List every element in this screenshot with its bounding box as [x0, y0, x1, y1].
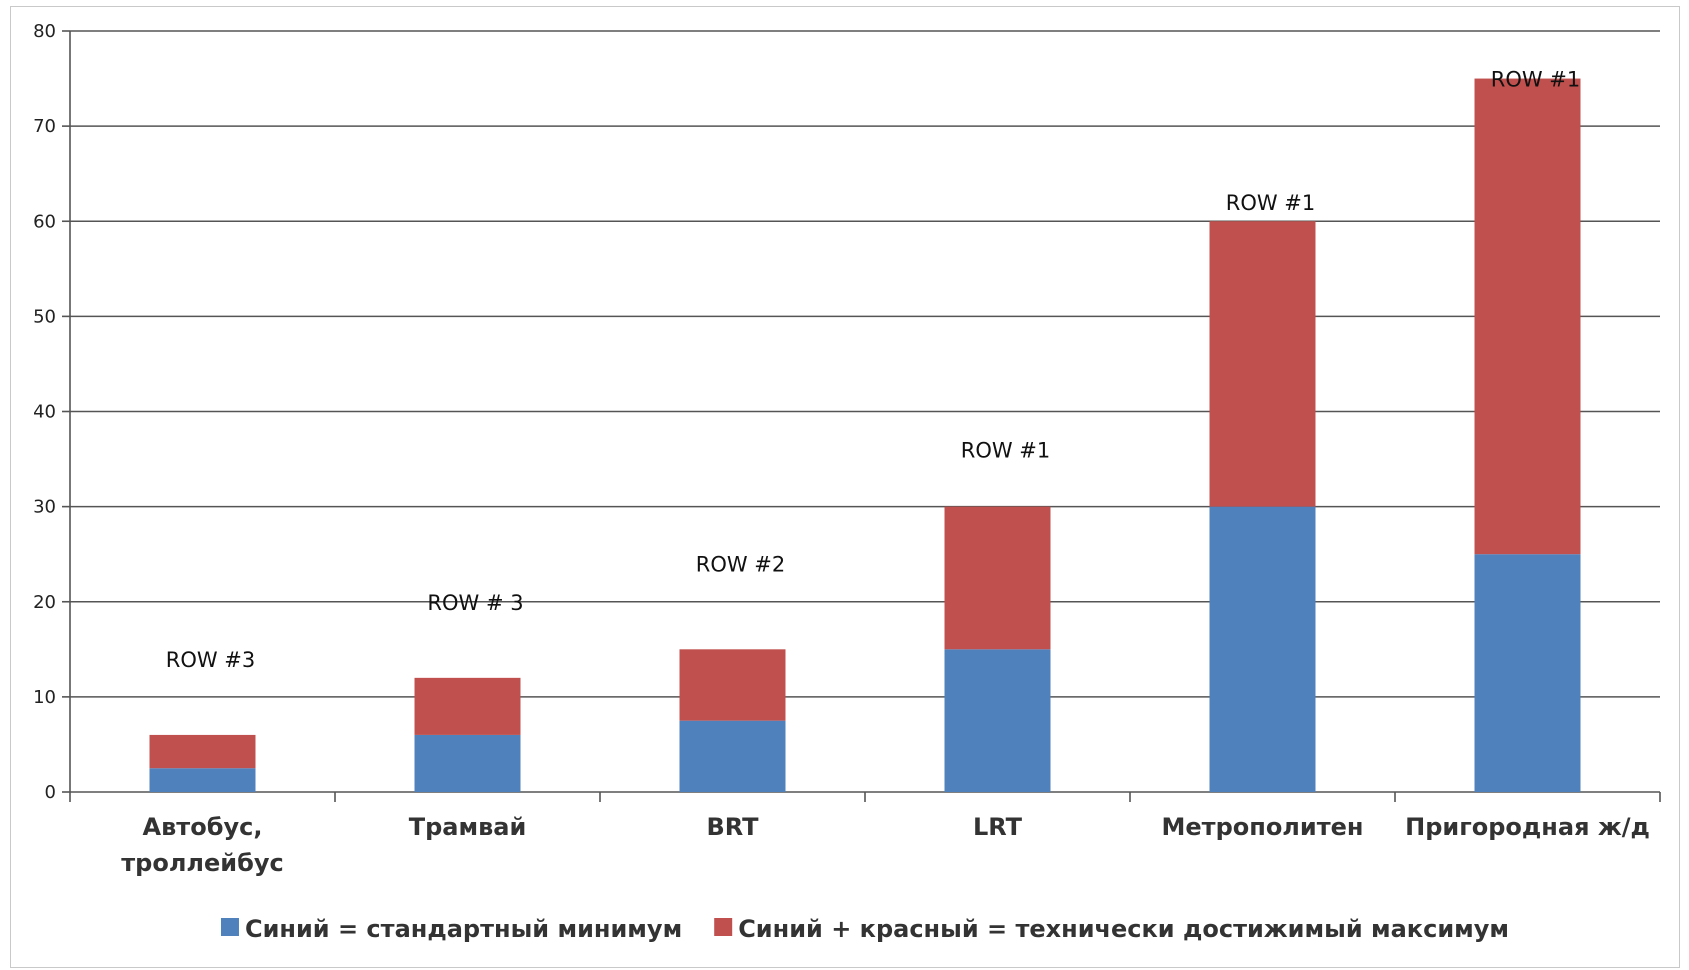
- category-label: Пригородная ж/д: [1405, 813, 1650, 841]
- legend: Синий = стандартный минимум Синий + красн…: [220, 915, 1509, 943]
- legend-swatch-1: [714, 918, 733, 936]
- category-label: Метрополитен: [1162, 813, 1364, 841]
- category-label: троллейбус: [121, 849, 283, 877]
- bar-blue-1: [414, 734, 521, 792]
- bar-red-5: [1474, 78, 1581, 555]
- bar-red-1: [414, 677, 521, 735]
- bar-blue-5: [1474, 554, 1581, 792]
- bar-blue-4: [1209, 506, 1316, 792]
- bar-blue-3: [944, 649, 1051, 792]
- bar-blue-0: [149, 768, 256, 792]
- bar-red-4: [1209, 221, 1316, 507]
- category-label: BRT: [706, 813, 759, 841]
- y-tick-label: 70: [33, 116, 56, 137]
- bar-red-2: [679, 649, 786, 721]
- bars: [149, 78, 1581, 792]
- row-annotation: ROW #1: [1226, 191, 1316, 215]
- gridlines: [70, 30, 1660, 698]
- y-tick-label: 40: [33, 402, 56, 423]
- y-tick-label: 50: [33, 306, 56, 327]
- category-label: Трамвай: [409, 813, 527, 841]
- legend-swatch-0: [220, 918, 239, 936]
- row-annotation: ROW #1: [1491, 68, 1581, 92]
- row-annotation: ROW #1: [961, 439, 1051, 463]
- y-tick-label: 10: [33, 687, 56, 708]
- y-tick-label: 0: [45, 782, 56, 803]
- chart-frame: [10, 6, 1680, 968]
- labels: Автобус, троллейбус ROW #3 Трамвай ROW # 3 BR…: [121, 68, 1650, 877]
- bar-blue-2: [679, 720, 786, 792]
- category-label: LRT: [973, 813, 1023, 841]
- y-tick-label: 30: [33, 497, 56, 518]
- legend-label-1: Синий + красный = технически достижимый …: [738, 915, 1509, 943]
- y-tick-label: 80: [33, 21, 56, 42]
- legend-label-0: Синий = стандартный минимум: [245, 915, 682, 943]
- axes: 0 10 20 30 40 50 60 70 80: [33, 21, 1661, 803]
- y-tick-label: 20: [33, 592, 56, 613]
- bar-red-3: [944, 506, 1051, 650]
- row-annotation: ROW #3: [166, 648, 256, 672]
- row-annotation: ROW #2: [696, 553, 786, 577]
- bar-red-0: [149, 734, 256, 769]
- row-annotation: ROW # 3: [427, 591, 523, 615]
- y-tick-label: 60: [33, 211, 56, 232]
- category-label: Автобус,: [143, 813, 263, 841]
